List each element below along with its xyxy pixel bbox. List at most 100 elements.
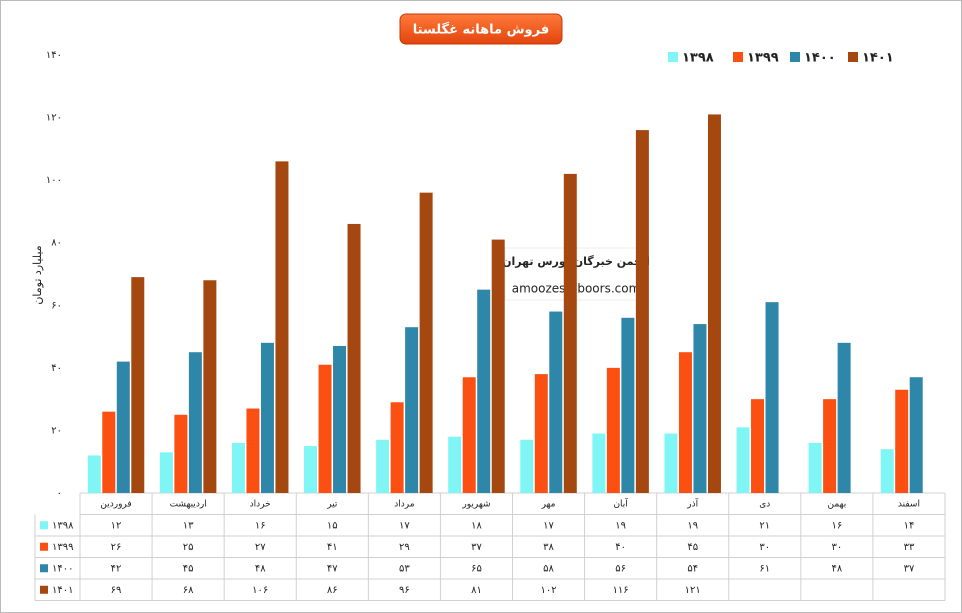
table-value: ۳۰ [832,542,843,553]
table-value: ۴۸ [832,563,843,574]
y-tick-label: ۸۰ [51,238,62,249]
table-value: ۱۹ [615,520,626,531]
bar [333,345,347,493]
legend-label: ۱۴۰۱ [862,51,894,66]
bar [390,402,404,493]
table-series-label: ۱۳۹۹ [52,542,73,553]
bar [707,114,721,493]
table-value: ۱۶ [832,520,843,531]
x-tick-label: دی [759,499,770,509]
table-value: ۴۸ [255,563,266,574]
table-value: ۳۳ [904,542,915,553]
table-value: ۴۰ [615,542,626,553]
bar [159,452,173,493]
bar [837,342,851,493]
table-value: ۳۷ [471,542,482,553]
table-series-label: ۱۴۰۱ [52,585,73,596]
table-value: ۱۳ [183,520,194,531]
bar [808,442,822,493]
bar [260,342,274,493]
bar [751,399,765,493]
table-swatch [40,542,48,551]
bar [491,239,505,493]
table-swatch [40,521,48,530]
table-value: ۵۳ [399,563,410,574]
bar [678,352,692,493]
table-value: ۶۹ [111,585,122,596]
table-value: ۱۲ [111,520,122,531]
table-value: ۸۱ [471,585,482,596]
bar [477,289,491,493]
bar [909,377,923,493]
table-value: ۱۴ [904,520,915,531]
x-tick-label: خرداد [250,499,271,509]
legend-label: ۱۴۰۰ [804,51,836,66]
table-swatch [40,585,48,594]
bar [174,414,188,493]
table-value: ۲۹ [399,542,410,553]
table-value: ۵۸ [543,563,554,574]
table-value: ۸۶ [327,585,338,596]
x-tick-label: بهمن [828,499,847,509]
legend-swatch [733,52,743,62]
bar [592,433,606,493]
table-value: ۵۶ [615,563,626,574]
y-axis-label: میلیارد تومان [31,245,44,304]
bar [765,302,779,493]
table-value: ۳۷ [904,563,915,574]
table-value: ۶۱ [759,563,770,574]
table-value: ۵۴ [687,563,698,574]
table-value: ۴۱ [327,542,338,553]
table-value: ۶۵ [471,563,482,574]
table-series-label: ۱۳۹۸ [52,520,74,531]
x-tick-label: اردیبهشت [170,499,207,509]
bar [246,408,260,493]
bar [131,277,145,493]
x-tick-label: فروردین [100,499,131,509]
bar [347,223,361,493]
bar [563,173,577,493]
table-value: ۴۷ [327,563,338,574]
table-value: ۱۰۶ [252,585,268,596]
y-tick-label: ۱۰۰ [46,175,62,186]
bar [693,324,707,493]
bar [318,364,332,493]
bar [520,439,534,493]
table-value: ۳۸ [543,542,554,553]
bar [448,436,462,493]
bar [880,449,894,493]
bar [606,367,620,493]
y-tick-label: ۲۰ [51,425,62,436]
y-tick-label: ۶۰ [51,300,62,311]
table-value: ۱۲۱ [685,585,701,596]
table-value: ۱۷ [399,520,410,531]
x-tick-label: مرداد [394,499,414,509]
legend-swatch [668,52,678,62]
table-value: ۱۵ [327,520,338,531]
legend-label: ۱۳۹۹ [747,51,779,66]
table-value: ۱۱۶ [613,585,629,596]
bar [87,455,101,493]
y-tick-label: ۴۰ [51,363,62,374]
table-value: ۱۰۲ [540,585,556,596]
bar [549,311,563,493]
bar [102,411,116,493]
x-tick-label: آبان [613,497,628,509]
bar [304,446,318,493]
bar [664,433,678,493]
bar [823,399,837,493]
x-tick-label: شهریور [461,499,490,509]
table-value: ۲۶ [111,542,122,553]
legend-swatch [790,52,800,62]
table-value: ۹۶ [399,585,410,596]
table-series-label: ۱۴۰۰ [52,563,73,574]
table-value: ۲۷ [255,542,266,553]
bar [419,192,433,493]
bar [376,439,390,493]
x-tick-label: تیر [326,499,338,509]
table-value: ۱۷ [543,520,554,531]
bar [188,352,202,493]
y-tick-label: ۱۲۰ [46,113,62,124]
chart-title: فروش ماهانه غگلستا [413,22,549,38]
